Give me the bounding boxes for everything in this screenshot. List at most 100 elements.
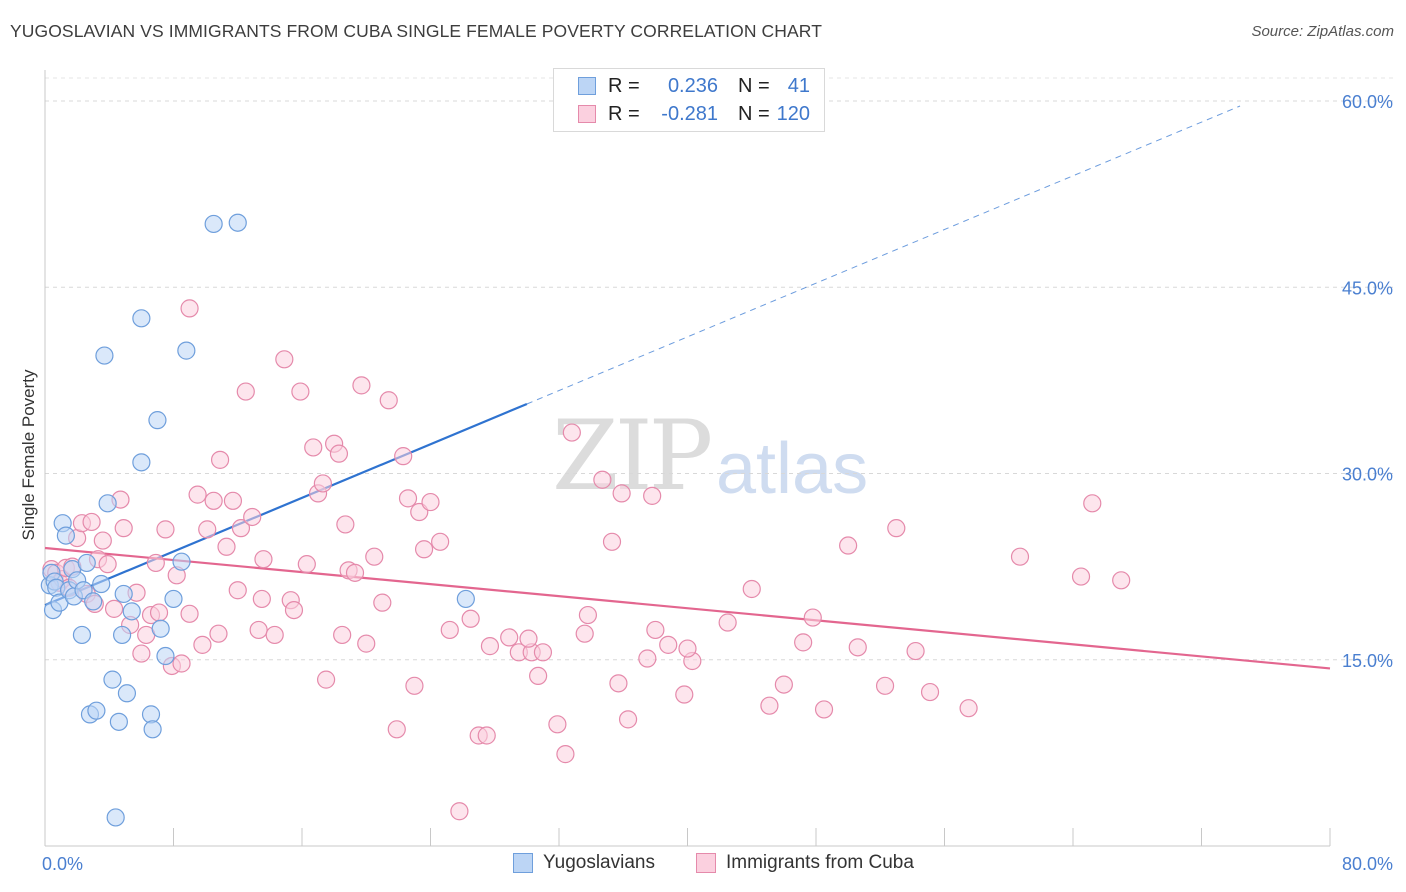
data-point	[1010, 547, 1030, 566]
data-point	[146, 553, 165, 573]
data-point	[1071, 567, 1091, 586]
data-point	[84, 592, 103, 611]
data-point	[284, 600, 304, 620]
data-point	[254, 550, 273, 569]
data-point	[405, 676, 424, 695]
data-point	[887, 519, 906, 538]
data-point	[243, 507, 262, 527]
data-point	[440, 620, 459, 640]
r-value: -0.281	[661, 102, 718, 125]
data-point	[217, 537, 236, 556]
data-point	[794, 633, 813, 652]
n-value: 41	[787, 74, 810, 97]
data-point	[92, 574, 111, 594]
y-axis-title: Single Female Poverty	[19, 369, 38, 541]
legend-item-cuba: Immigrants from Cuba	[696, 852, 914, 874]
data-point	[304, 438, 323, 457]
data-point	[265, 625, 284, 645]
data-point	[249, 620, 268, 640]
r-label: R =	[608, 74, 640, 97]
data-point	[151, 619, 170, 638]
data-point	[156, 520, 175, 539]
data-point	[675, 685, 694, 704]
data-point	[839, 536, 858, 555]
data-point	[132, 309, 151, 328]
data-point	[718, 613, 737, 632]
data-point	[193, 635, 212, 654]
data-point	[329, 444, 349, 463]
data-point	[421, 492, 440, 512]
data-point	[774, 675, 793, 694]
data-point	[93, 531, 112, 550]
y-tick-label: 15.0%	[1342, 651, 1393, 671]
watermark-zip: ZIP	[552, 400, 713, 512]
data-point	[164, 589, 183, 609]
data-point	[149, 603, 169, 622]
data-point	[638, 649, 657, 668]
trend-lines	[44, 105, 1331, 670]
data-point	[593, 470, 612, 489]
data-point	[959, 699, 978, 718]
data-point	[132, 453, 151, 472]
data-point	[316, 670, 336, 689]
data-point	[228, 581, 247, 600]
n-label: N =	[738, 102, 770, 125]
data-point	[519, 629, 538, 648]
tick-labels: 15.0% 30.0% 45.0% 60.0% 0.0% 80.0% Single Fema…	[19, 92, 1393, 874]
legend-swatch-pink	[696, 853, 716, 873]
data-points	[40, 213, 1131, 827]
data-point	[188, 485, 207, 504]
data-point	[132, 644, 151, 663]
y-tick-label: 60.0%	[1342, 92, 1393, 112]
data-point	[114, 519, 133, 538]
trend-line-extension	[526, 105, 1241, 405]
data-point	[578, 605, 598, 625]
data-point	[357, 634, 376, 653]
data-point	[431, 532, 450, 551]
data-point	[1083, 494, 1102, 513]
y-tick-label: 30.0%	[1342, 465, 1393, 485]
data-point	[112, 625, 132, 645]
data-point	[450, 802, 469, 821]
axes	[44, 70, 1331, 847]
data-point	[252, 589, 271, 609]
data-point	[920, 682, 940, 702]
data-point	[477, 726, 496, 745]
data-point	[529, 666, 548, 686]
data-point	[231, 519, 251, 538]
data-point	[659, 635, 678, 654]
data-point	[456, 589, 475, 609]
y-tick-label: 45.0%	[1342, 278, 1393, 298]
data-point	[803, 608, 822, 627]
stats-legend: R = 0.236 N = 41 R = -0.281 N = 120	[553, 68, 825, 132]
trend-line-yugoslavians	[44, 402, 528, 607]
data-point	[56, 526, 75, 545]
series-yugoslavians	[40, 213, 475, 827]
data-point	[291, 382, 310, 401]
n-label: N =	[738, 74, 770, 97]
data-point	[236, 382, 255, 401]
legend-item-yugoslavians: Yugoslavians	[513, 852, 655, 874]
data-point	[180, 604, 199, 623]
data-point	[609, 674, 628, 693]
legend-row-cuba: R = -0.281 N = 120	[578, 101, 810, 127]
data-point	[352, 376, 371, 395]
legend-label: Immigrants from Cuba	[726, 852, 914, 873]
data-point	[365, 547, 384, 566]
data-point	[533, 643, 553, 662]
data-point	[848, 638, 867, 657]
watermark-atlas: atlas	[716, 429, 869, 509]
data-point	[148, 411, 167, 430]
data-point	[177, 341, 196, 360]
data-point	[618, 710, 638, 729]
legend-swatch-blue	[578, 77, 596, 95]
data-point	[106, 808, 125, 827]
data-point	[678, 639, 697, 658]
data-point	[562, 423, 581, 442]
data-point	[77, 553, 96, 573]
data-point	[143, 720, 162, 739]
data-point	[643, 486, 662, 505]
data-point	[210, 450, 230, 469]
data-point	[575, 624, 594, 643]
